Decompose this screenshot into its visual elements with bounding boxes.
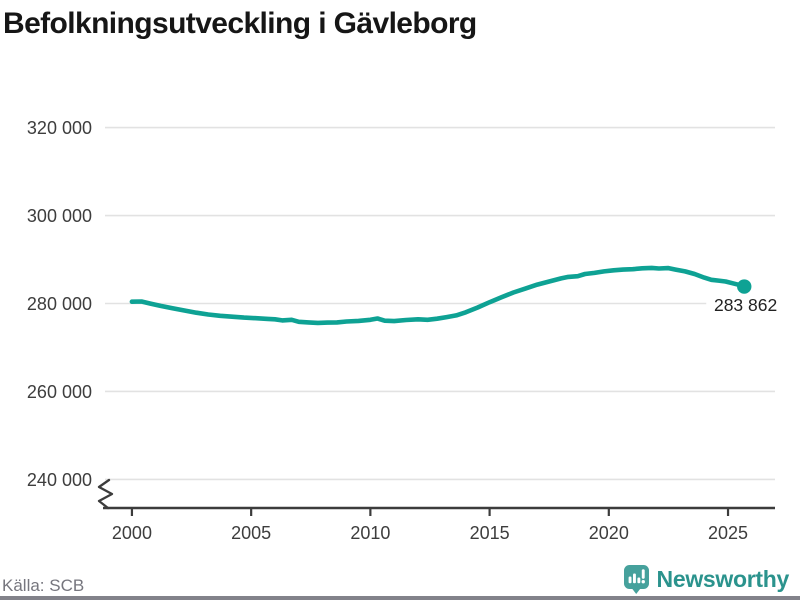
y-axis-label: 240 000 xyxy=(27,470,92,490)
brand-name: Newsworthy xyxy=(656,566,790,592)
newsworthy-icon xyxy=(623,565,649,594)
source-note: Källa: SCB xyxy=(2,576,85,595)
end-value-label: 283 862 xyxy=(714,295,777,315)
x-axis-label: 2005 xyxy=(231,523,271,543)
bottom-bar xyxy=(0,596,800,600)
x-axis-label: 2025 xyxy=(708,523,748,543)
end-point-marker xyxy=(737,279,752,294)
x-axis-label: 2010 xyxy=(350,523,390,543)
x-axis-label: 2000 xyxy=(112,523,152,543)
x-axis-label: 2020 xyxy=(589,523,629,543)
chart-title: Befolkningsutveckling i Gävleborg xyxy=(3,7,477,40)
y-axis-label: 300 000 xyxy=(27,206,92,226)
y-axis-label: 280 000 xyxy=(27,294,92,314)
newsworthy-logo[interactable]: Newsworthy xyxy=(623,564,789,595)
value-label-backdrop xyxy=(706,295,783,316)
y-axis-label: 320 000 xyxy=(27,118,92,138)
population-line xyxy=(129,265,747,326)
y-axis-label: 260 000 xyxy=(27,382,92,402)
x-axis-label: 2015 xyxy=(470,523,510,543)
axis-break-icon xyxy=(97,478,114,510)
